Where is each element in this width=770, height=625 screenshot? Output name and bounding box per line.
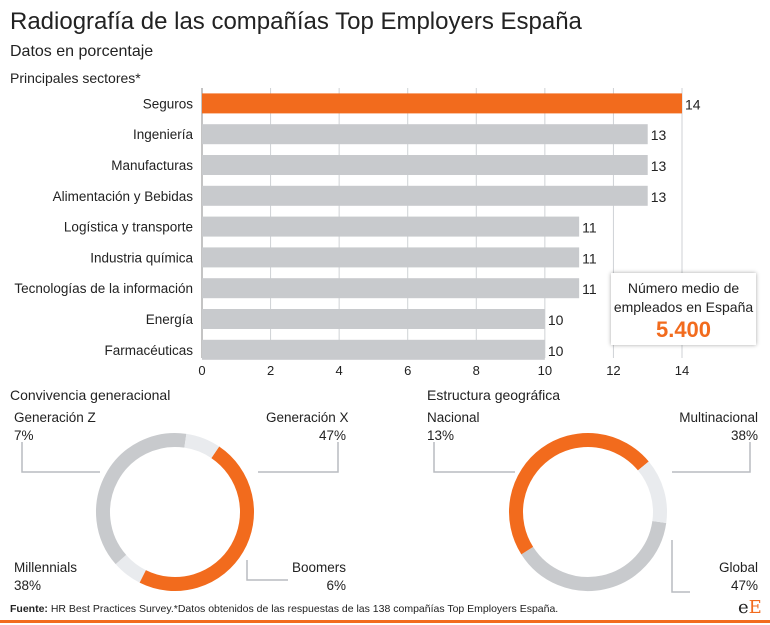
page-subtitle: Datos en porcentaje bbox=[10, 43, 154, 60]
category-label: Seguros bbox=[143, 96, 194, 111]
logo-letter-e: e bbox=[738, 597, 749, 618]
average-employees-callout: Número medio de empleados en España 5.40… bbox=[611, 273, 756, 345]
generational-chart-title: Convivencia generacional bbox=[10, 387, 171, 403]
source-footer: Fuente: HR Best Practices Survey.*Datos … bbox=[10, 603, 558, 615]
category-label: Logística y transporte bbox=[64, 220, 193, 235]
label-value: 38% bbox=[730, 428, 758, 443]
label-value: 38% bbox=[14, 578, 42, 593]
x-tick-label: 0 bbox=[198, 363, 205, 378]
source-text: HR Best Practices Survey.*Datos obtenido… bbox=[47, 603, 559, 615]
label-name: Boomers bbox=[291, 560, 346, 575]
category-label: Ingeniería bbox=[133, 127, 194, 142]
callout-label: Número medio de empleados en España bbox=[613, 280, 754, 315]
label-multinacional: Multinacional 38% bbox=[656, 409, 758, 445]
category-label: Tecnologías de la información bbox=[14, 281, 193, 296]
leader-line bbox=[671, 540, 690, 593]
donut-slice-global bbox=[509, 433, 649, 555]
page-title: Radiografía de las compañías Top Employe… bbox=[10, 8, 582, 35]
x-tick-label: 14 bbox=[675, 363, 689, 378]
leader-line bbox=[672, 442, 751, 473]
source-label: Fuente: bbox=[10, 603, 48, 615]
x-tick-label: 10 bbox=[538, 363, 552, 378]
donut-slice-boomers bbox=[115, 554, 147, 583]
bar bbox=[202, 185, 648, 206]
data-label: 14 bbox=[685, 96, 701, 112]
x-tick-label: 12 bbox=[606, 363, 620, 378]
label-value: 47% bbox=[730, 578, 758, 593]
bar bbox=[202, 309, 545, 329]
donut-charts bbox=[21, 433, 751, 593]
label-boomers: Boomers 6% bbox=[276, 559, 346, 595]
leader-line bbox=[21, 442, 100, 473]
leader-line bbox=[246, 560, 288, 581]
label-millennials: Millennials 38% bbox=[14, 559, 77, 595]
label-generacion-x: Generación X 47% bbox=[266, 409, 349, 445]
x-tick-label: 6 bbox=[404, 363, 411, 378]
label-nacional: Nacional 13% bbox=[427, 409, 480, 445]
leader-line bbox=[433, 442, 515, 473]
bar bbox=[202, 247, 580, 268]
donut-slice-multinacional bbox=[521, 520, 667, 591]
logo-letter-E: E bbox=[748, 597, 762, 618]
bar-chart: 0 2 4 6 8 10 12 14 Seguros 14 Ingeniería 13 Manufact… bbox=[14, 88, 701, 378]
label-generacion-z: Generación Z 7% bbox=[14, 409, 96, 445]
label-name: Generación Z bbox=[14, 410, 96, 425]
data-label: 11 bbox=[582, 281, 597, 297]
donut-slice-generación-x bbox=[139, 446, 254, 591]
donut-slice-nacional bbox=[637, 461, 667, 523]
x-tick-label: 4 bbox=[336, 363, 343, 378]
bottom-accent-line bbox=[0, 620, 770, 623]
leader-line bbox=[258, 442, 339, 473]
donut-slice-millennials bbox=[96, 433, 187, 565]
data-label: 13 bbox=[651, 158, 667, 174]
bar bbox=[202, 278, 580, 299]
category-label: Manufacturas bbox=[111, 158, 193, 173]
donut-slice-generación-z bbox=[184, 433, 220, 459]
label-value: 6% bbox=[326, 578, 346, 593]
label-name: Multinacional bbox=[679, 410, 758, 425]
label-name: Nacional bbox=[427, 410, 480, 425]
brand-logo: eE bbox=[738, 597, 762, 618]
x-tick-label: 8 bbox=[473, 363, 480, 378]
data-label: 13 bbox=[651, 189, 667, 205]
bar bbox=[202, 339, 545, 360]
label-name: Generación X bbox=[266, 410, 349, 425]
label-value: 47% bbox=[318, 428, 346, 443]
category-label: Industria química bbox=[90, 250, 193, 265]
bar bbox=[202, 216, 580, 237]
label-name: Millennials bbox=[14, 560, 78, 575]
label-name: Global bbox=[718, 560, 758, 575]
category-label: Alimentación y Bebidas bbox=[53, 189, 194, 204]
data-label: 10 bbox=[548, 312, 564, 328]
bar bbox=[202, 155, 648, 175]
data-label: 10 bbox=[548, 343, 564, 359]
bar-chart-title: Principales sectores* bbox=[10, 70, 141, 86]
label-value: 7% bbox=[14, 428, 34, 443]
data-label: 11 bbox=[582, 250, 597, 266]
bar bbox=[202, 93, 682, 114]
category-label: Farmacéuticas bbox=[104, 343, 193, 358]
x-tick-label: 2 bbox=[267, 363, 274, 378]
data-label: 11 bbox=[582, 220, 597, 236]
data-label: 13 bbox=[651, 127, 667, 143]
bar bbox=[202, 124, 648, 145]
label-global: Global 47% bbox=[688, 559, 758, 595]
callout-value: 5.400 bbox=[655, 317, 712, 342]
label-value: 13% bbox=[427, 428, 455, 443]
category-label: Energía bbox=[146, 312, 194, 327]
geographic-chart-title: Estructura geográfica bbox=[427, 387, 561, 403]
